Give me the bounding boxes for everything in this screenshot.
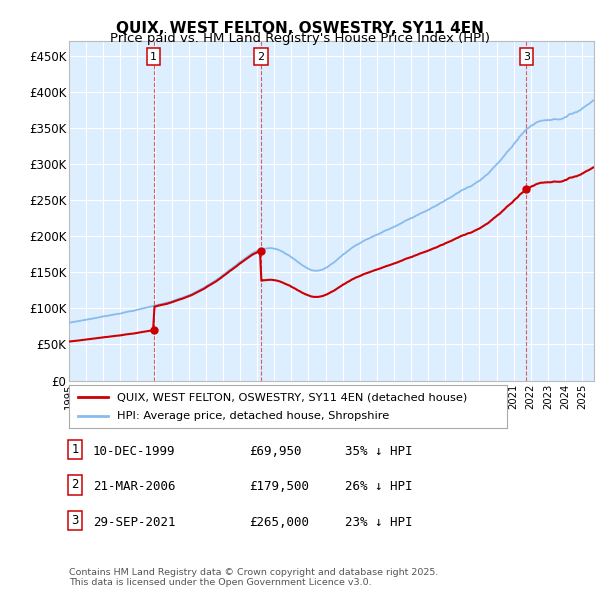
Text: 2: 2 bbox=[71, 478, 79, 491]
Text: 1: 1 bbox=[150, 51, 157, 61]
Text: 2: 2 bbox=[257, 51, 265, 61]
Text: 26% ↓ HPI: 26% ↓ HPI bbox=[345, 480, 413, 493]
Text: £69,950: £69,950 bbox=[249, 445, 302, 458]
Text: £265,000: £265,000 bbox=[249, 516, 309, 529]
Text: Contains HM Land Registry data © Crown copyright and database right 2025.
This d: Contains HM Land Registry data © Crown c… bbox=[69, 568, 439, 587]
Text: 21-MAR-2006: 21-MAR-2006 bbox=[93, 480, 176, 493]
Text: 23% ↓ HPI: 23% ↓ HPI bbox=[345, 516, 413, 529]
Text: Price paid vs. HM Land Registry's House Price Index (HPI): Price paid vs. HM Land Registry's House … bbox=[110, 32, 490, 45]
Text: 29-SEP-2021: 29-SEP-2021 bbox=[93, 516, 176, 529]
Text: 1: 1 bbox=[71, 443, 79, 456]
Text: 10-DEC-1999: 10-DEC-1999 bbox=[93, 445, 176, 458]
Text: 3: 3 bbox=[523, 51, 530, 61]
Text: £179,500: £179,500 bbox=[249, 480, 309, 493]
Text: 3: 3 bbox=[71, 514, 79, 527]
Text: QUIX, WEST FELTON, OSWESTRY, SY11 4EN: QUIX, WEST FELTON, OSWESTRY, SY11 4EN bbox=[116, 21, 484, 35]
Text: 35% ↓ HPI: 35% ↓ HPI bbox=[345, 445, 413, 458]
Text: HPI: Average price, detached house, Shropshire: HPI: Average price, detached house, Shro… bbox=[117, 411, 389, 421]
Text: QUIX, WEST FELTON, OSWESTRY, SY11 4EN (detached house): QUIX, WEST FELTON, OSWESTRY, SY11 4EN (d… bbox=[117, 392, 467, 402]
